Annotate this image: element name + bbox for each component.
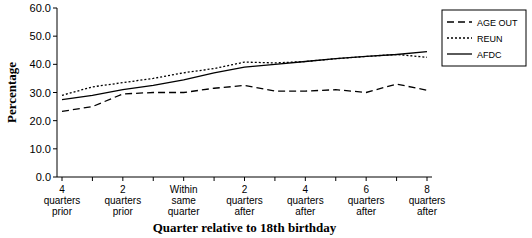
legend-swatch	[447, 53, 472, 54]
x-tick	[396, 177, 397, 181]
chart: 0.010.020.030.040.050.060.04quartersprio…	[0, 0, 532, 238]
x-tick-label-line: quarters	[348, 195, 385, 206]
plot-area	[62, 52, 427, 112]
x-tick	[183, 177, 184, 181]
x-tick	[62, 177, 63, 181]
x-tick	[153, 177, 154, 181]
x-tick-label-line: quarters	[409, 195, 446, 206]
x-tick-label-line: 4	[303, 184, 309, 195]
legend: AGE OUT REUN AFDC	[442, 10, 526, 66]
legend-label: AFDC	[477, 50, 502, 60]
x-tick-label: Withinsamequarter	[168, 184, 200, 217]
x-tick-label-line: after	[417, 206, 438, 217]
legend-swatch	[447, 37, 472, 38]
y-tick	[53, 120, 57, 121]
series-line	[62, 84, 427, 111]
x-tick	[214, 177, 215, 181]
x-tick-label-line: after	[295, 206, 316, 217]
x-tick-label-line: quarters	[104, 195, 141, 206]
x-tick	[366, 177, 367, 181]
y-tick	[53, 92, 57, 93]
series-line	[62, 52, 427, 100]
x-tick-label-line: quarters	[287, 195, 324, 206]
y-tick	[53, 64, 57, 65]
x-tick-label: 8quartersafter	[409, 184, 446, 217]
x-tick-label-line: quarters	[226, 195, 263, 206]
y-tick	[53, 36, 57, 37]
x-tick-label-line: after	[356, 206, 377, 217]
x-tick	[335, 177, 336, 181]
x-tick-label: 4quartersprior	[44, 184, 81, 217]
x-tick-label-line: 4	[59, 184, 65, 195]
x-tick-label-line: 8	[424, 184, 430, 195]
y-tick-label: 40.0	[30, 58, 51, 70]
x-tick-label-line: prior	[52, 206, 73, 217]
x-tick-label-line: 2	[120, 184, 126, 195]
legend-swatch	[447, 21, 472, 22]
x-tick-label: 2quartersprior	[104, 184, 141, 217]
x-tick-label-line: prior	[113, 206, 134, 217]
y-tick-label: 50.0	[30, 30, 51, 42]
legend-box	[442, 10, 526, 66]
x-tick-label: 4quartersafter	[287, 184, 324, 217]
x-tick	[427, 177, 428, 181]
x-tick-label-line: quarter	[168, 206, 200, 217]
x-tick-label-line: Within	[170, 184, 198, 195]
x-tick-label-line: 2	[242, 184, 248, 195]
x-tick	[305, 177, 306, 181]
x-tick-label: 2quartersafter	[226, 184, 263, 217]
legend-label: AGE OUT	[477, 18, 518, 28]
y-tick	[53, 177, 57, 178]
x-tick	[274, 177, 275, 181]
x-tick	[92, 177, 93, 181]
x-tick-label-line: same	[171, 195, 196, 206]
y-tick-label: 60.0	[30, 2, 51, 14]
legend-label: REUN	[477, 34, 503, 44]
y-tick-label: 30.0	[30, 87, 51, 99]
y-tick-label: 20.0	[30, 115, 51, 127]
y-tick-label: 0.0	[36, 171, 51, 183]
x-tick	[244, 177, 245, 181]
x-tick-label: 6quartersafter	[348, 184, 385, 217]
x-tick	[122, 177, 123, 181]
y-tick-label: 10.0	[30, 143, 51, 155]
x-tick-label-line: quarters	[44, 195, 81, 206]
series-line	[62, 54, 427, 95]
y-tick	[53, 8, 57, 9]
y-tick	[53, 148, 57, 149]
y-axis-title: Percentage	[4, 62, 19, 123]
x-tick-label-line: after	[234, 206, 255, 217]
x-tick-label-line: 6	[363, 184, 369, 195]
x-axis-title: Quarter relative to 18th birthday	[153, 220, 337, 235]
